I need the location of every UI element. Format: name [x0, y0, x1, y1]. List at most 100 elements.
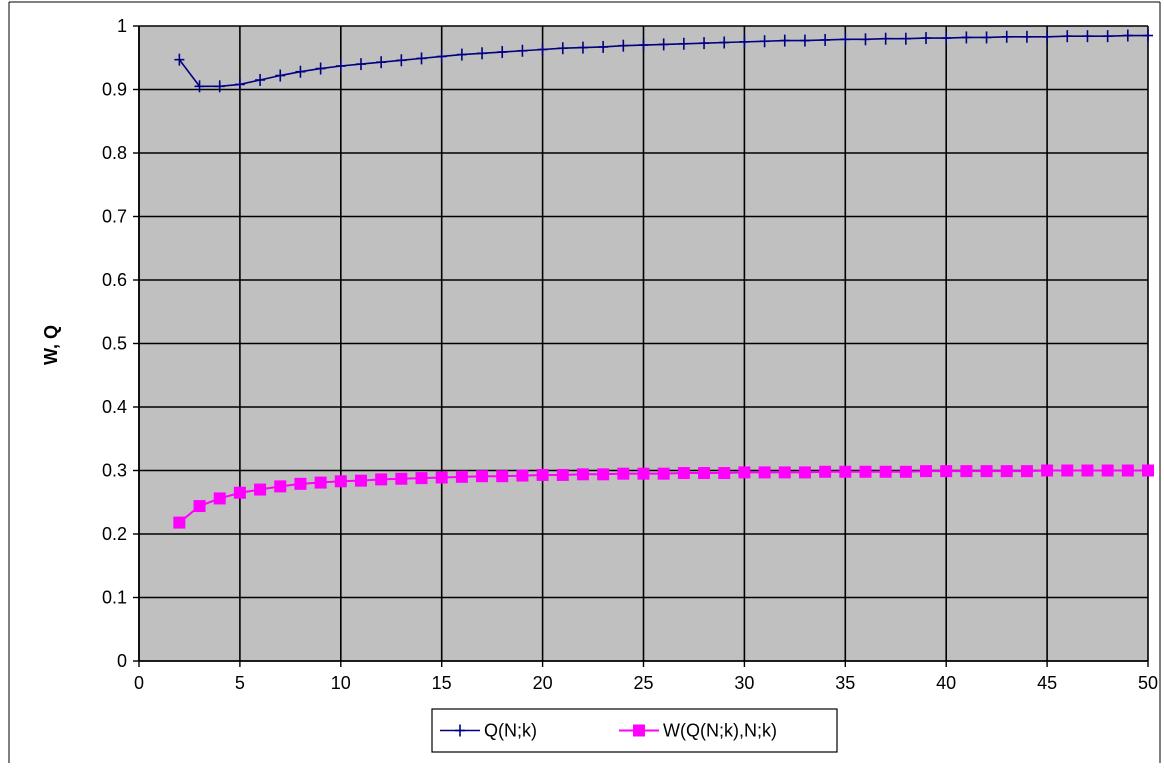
y-axis-label: W, Q — [41, 325, 61, 365]
y-tick-label: 0 — [117, 651, 127, 671]
data-point — [637, 467, 650, 480]
y-tick-label: 0.3 — [102, 461, 127, 481]
data-point — [314, 476, 327, 489]
data-point — [879, 465, 892, 478]
data-point — [496, 470, 509, 483]
data-point — [759, 35, 770, 48]
x-tick-label: 20 — [533, 673, 553, 693]
data-point — [658, 38, 669, 51]
data-point — [819, 465, 832, 478]
data-point — [859, 465, 872, 478]
data-point — [315, 62, 326, 75]
data-point — [274, 480, 287, 493]
data-point — [900, 32, 911, 45]
legend-marker — [633, 724, 645, 737]
data-point — [1061, 464, 1074, 477]
data-point — [778, 466, 791, 479]
data-point — [960, 465, 973, 478]
y-tick-label: 0.1 — [102, 588, 127, 608]
data-point — [497, 46, 508, 59]
y-tick-label: 0.8 — [102, 143, 127, 163]
data-point — [295, 65, 306, 78]
data-point — [436, 50, 447, 63]
data-point — [799, 34, 810, 47]
data-point — [355, 58, 366, 71]
data-point — [415, 472, 428, 485]
x-tick-label: 45 — [1037, 673, 1057, 693]
data-point — [517, 44, 528, 57]
data-point — [1081, 464, 1094, 477]
data-point — [1062, 30, 1073, 43]
axes-layer: 00.10.20.30.40.50.60.70.80.910 5 10 15 20 25 3… — [102, 16, 1158, 693]
data-point — [718, 467, 731, 480]
data-point — [1000, 465, 1013, 478]
data-point — [880, 32, 891, 45]
data-point — [920, 465, 933, 478]
data-point — [213, 492, 226, 505]
y-tick-label: 0.5 — [102, 334, 127, 354]
y-tick-label: 0.6 — [102, 270, 127, 290]
data-point — [455, 470, 468, 483]
data-point — [820, 33, 831, 46]
data-point — [395, 472, 408, 485]
data-point — [980, 465, 993, 478]
data-point — [194, 80, 205, 93]
data-point — [477, 47, 488, 60]
x-tick-label: 25 — [633, 673, 653, 693]
data-point — [1122, 29, 1133, 42]
data-point — [435, 471, 448, 484]
x-tick-label: 10 — [331, 673, 351, 693]
data-point — [254, 483, 267, 496]
data-point — [941, 32, 952, 45]
series-2 — [173, 464, 1154, 529]
x-tick-label: 35 — [835, 673, 855, 693]
data-point — [638, 39, 649, 52]
data-point — [617, 467, 630, 480]
y-tick-label: 1 — [117, 16, 127, 36]
data-point — [779, 34, 790, 47]
legend-label: W(Q(N;k),N;k) — [663, 721, 777, 741]
data-point — [1042, 30, 1053, 43]
series-layer — [173, 29, 1154, 529]
x-tick-label: 15 — [432, 673, 452, 693]
data-point — [174, 53, 185, 66]
data-point — [557, 42, 568, 55]
data-point — [739, 35, 750, 48]
data-point — [677, 467, 690, 480]
data-point — [234, 78, 245, 91]
legend-entry-2: W(Q(N;k),N;k) — [619, 721, 777, 741]
data-point — [335, 60, 346, 73]
y-tick-label: 0.9 — [102, 80, 127, 100]
data-point — [556, 468, 569, 481]
data-point — [1021, 30, 1032, 43]
legend-label: Q(N;k) — [484, 721, 537, 741]
data-point — [255, 73, 266, 86]
data-point — [456, 48, 467, 61]
data-point — [839, 465, 852, 478]
data-point — [536, 468, 549, 481]
y-tick-label: 0.4 — [102, 397, 127, 417]
data-point — [798, 466, 811, 479]
data-point — [981, 31, 992, 44]
data-point — [1143, 29, 1153, 42]
data-point — [416, 52, 427, 65]
data-point — [576, 468, 589, 481]
data-point — [1101, 464, 1114, 477]
data-point — [376, 56, 387, 69]
legend-marker — [455, 724, 465, 737]
data-point — [396, 54, 407, 67]
data-point — [1020, 465, 1033, 478]
data-point — [1102, 30, 1113, 43]
data-point — [899, 465, 912, 478]
data-point — [294, 477, 307, 490]
y-tick-label: 0.7 — [102, 207, 127, 227]
data-point — [1142, 464, 1154, 477]
data-point — [657, 467, 670, 480]
data-point — [173, 516, 186, 529]
series-1 — [174, 29, 1153, 93]
data-point — [758, 466, 771, 479]
x-tick-label: 0 — [134, 673, 144, 693]
legend: Q(N;k) W(Q(N;k),N;k) — [431, 708, 838, 753]
